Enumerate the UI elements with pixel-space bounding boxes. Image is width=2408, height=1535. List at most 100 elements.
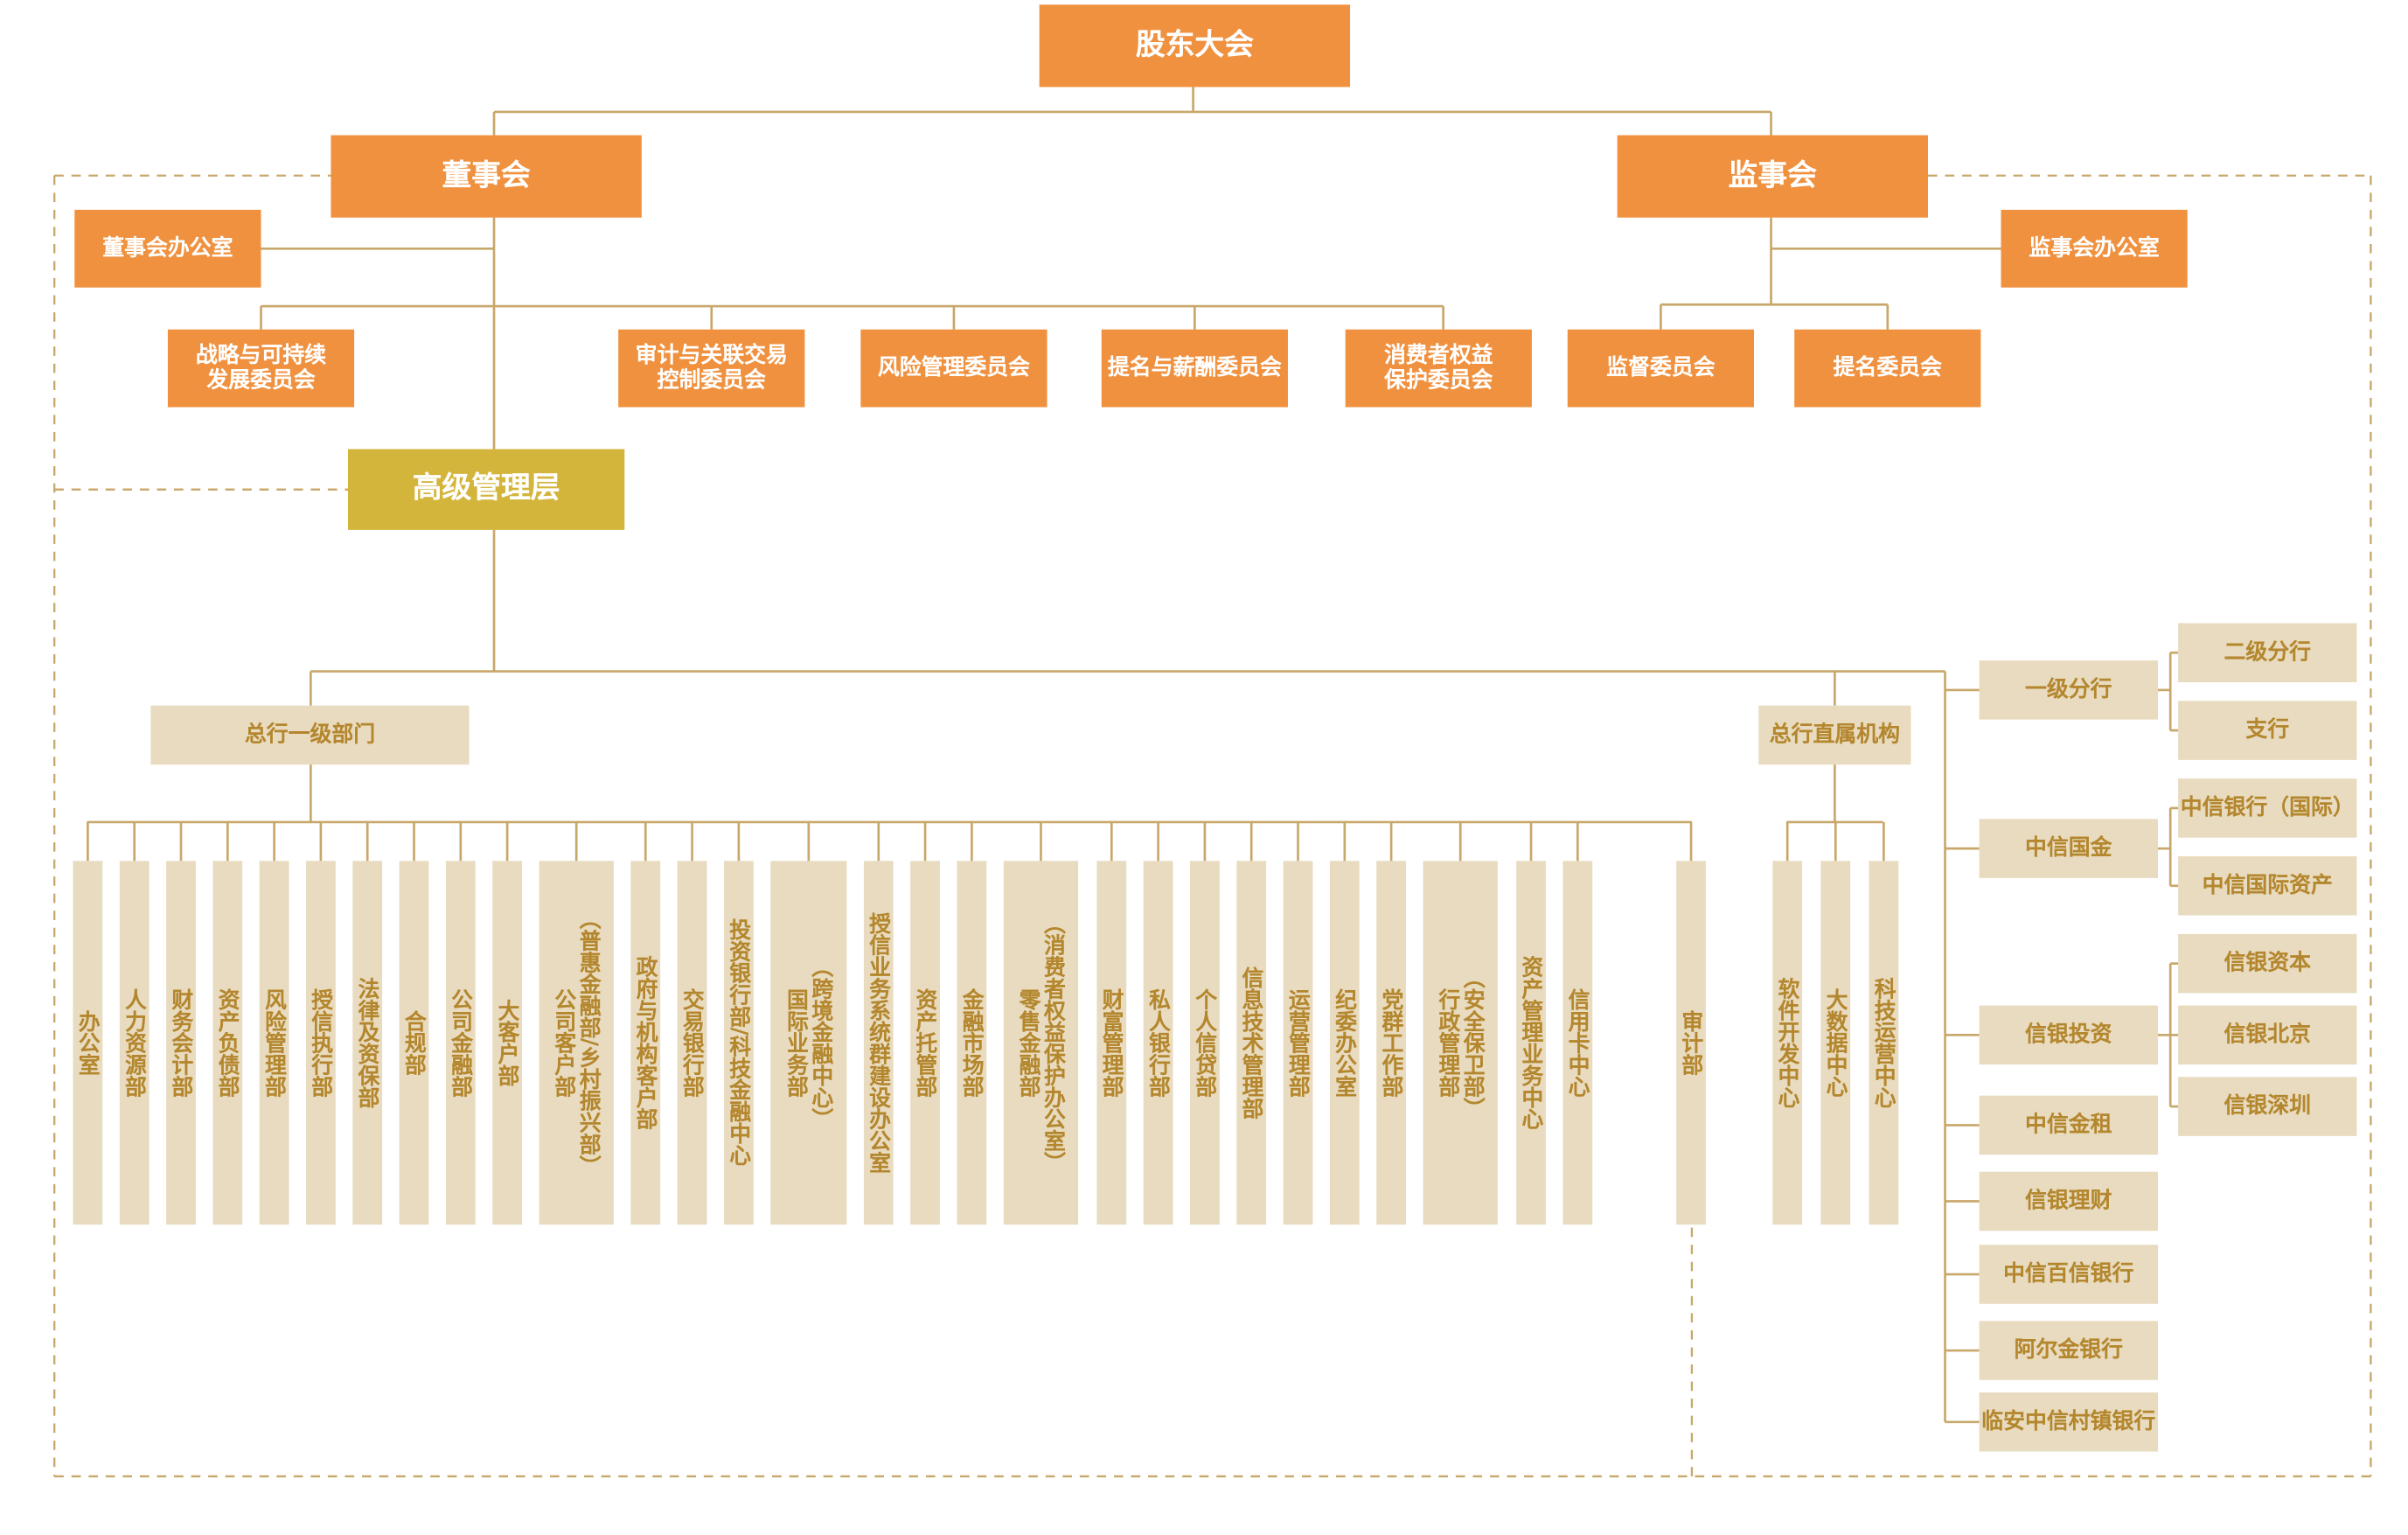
- department-name: 政府与机构客户部: [633, 955, 658, 1130]
- department-name: 公司客户部: [551, 988, 577, 1098]
- board-committee-box: 消费者权益 保护委员会: [1345, 329, 1532, 408]
- department-name: 交易银行部: [679, 988, 705, 1098]
- senior-management-box: 高级管理层: [348, 449, 625, 530]
- department-name: 公司金融部: [448, 988, 474, 1098]
- department-column: 私人银行部: [1143, 861, 1173, 1225]
- department-column: 纪委办公室: [1329, 861, 1360, 1225]
- department-note: （安全保卫部）: [1460, 966, 1486, 1120]
- board-committee-box: 提名与薪酬委员会: [1101, 329, 1288, 408]
- department-name: 法律及资保部: [354, 977, 380, 1108]
- department-column: 交易银行部: [677, 861, 707, 1225]
- department-note: （普惠金融部/乡村振兴部）: [576, 908, 602, 1178]
- department-name: 资产管理业务中心: [1518, 955, 1544, 1130]
- board-of-supervisors-box: 监事会: [1617, 135, 1929, 218]
- sub-unit-box: 信银资本: [2178, 933, 2357, 994]
- tech-center-column: 大数据中心: [1820, 861, 1851, 1225]
- department-name: 党群工作部: [1378, 988, 1404, 1098]
- department-name: 合规部: [401, 1009, 427, 1076]
- department-column: 党群工作部: [1376, 861, 1407, 1225]
- board-of-directors-box: 董事会: [331, 135, 642, 218]
- subsidiary-box: 临安中信村镇银行: [1979, 1392, 2158, 1452]
- department-column: 资产负债部: [212, 861, 243, 1225]
- sub-unit-box: 中信银行（国际）: [2178, 778, 2357, 838]
- department-name: 财富管理部: [1099, 988, 1124, 1098]
- subsidiary-box: 中信金租: [1979, 1095, 2158, 1155]
- sub-unit-box: 二级分行: [2178, 623, 2357, 683]
- department-name: 财务会计部: [168, 988, 194, 1098]
- supervisor-committee-box: 监督委员会: [1567, 329, 1755, 408]
- department-name: 办公室: [75, 1009, 101, 1076]
- department-column: 大客户部: [492, 861, 523, 1225]
- board-committee-box: 风险管理委员会: [860, 329, 1047, 408]
- tech-center-column: 软件开发中心: [1772, 861, 1803, 1225]
- department-column: 人力资源部: [119, 861, 150, 1225]
- tech-center-name: 大数据中心: [1823, 988, 1848, 1098]
- board-office-box: 董事会办公室: [74, 209, 261, 288]
- department-name: 授信执行部: [308, 988, 334, 1098]
- head-office-departments-box: 总行一级部门: [150, 705, 470, 765]
- department-column: 办公室: [73, 861, 103, 1225]
- department-name: 投资银行部/科技金融中心: [726, 918, 752, 1167]
- department-column: 授信业务系统群建设办公室: [863, 861, 894, 1225]
- department-name: 信息技术管理部: [1238, 966, 1264, 1120]
- supervisor-committee-box: 提名委员会: [1794, 329, 1981, 408]
- department-note: （消费者权益保护办公室）: [1040, 911, 1066, 1174]
- department-column: 零售金融部 （消费者权益保护办公室）: [1003, 861, 1079, 1225]
- tech-center-name: 软件开发中心: [1774, 977, 1800, 1108]
- department-name: 资产负债部: [215, 988, 240, 1098]
- department-column: 审计部: [1676, 861, 1706, 1225]
- sub-unit-box: 中信国际资产: [2178, 856, 2357, 916]
- department-column: 法律及资保部: [352, 861, 383, 1225]
- shareholders-meeting-box: 股东大会: [1039, 4, 1351, 87]
- department-column: 政府与机构客户部: [630, 861, 661, 1225]
- subsidiary-box: 中信百信银行: [1979, 1245, 2158, 1304]
- department-column: 资产管理业务中心: [1516, 861, 1546, 1225]
- department-column: 国际业务部 （跨境金融中心）: [770, 861, 847, 1225]
- supervisors-office-box: 监事会办公室: [2001, 209, 2188, 288]
- subsidiary-box: 信银投资: [1979, 1005, 2158, 1065]
- department-note: （跨境金融中心）: [808, 955, 834, 1130]
- subsidiary-box: 信银理财: [1979, 1171, 2158, 1231]
- sub-unit-box: 信银北京: [2178, 1005, 2357, 1065]
- department-name: 大客户部: [494, 999, 520, 1086]
- department-column: 资产托管部: [910, 861, 940, 1225]
- department-name: 授信业务系统群建设办公室: [866, 911, 891, 1174]
- department-name: 信用卡中心: [1565, 988, 1590, 1098]
- department-column: 行政管理部 （安全保卫部）: [1423, 861, 1498, 1225]
- subsidiary-box: 一级分行: [1979, 660, 2158, 720]
- department-name: 私人银行部: [1145, 988, 1171, 1098]
- department-name: 资产托管部: [912, 988, 938, 1098]
- department-column: 投资银行部/科技金融中心: [723, 861, 754, 1225]
- subsidiary-box: 中信国金: [1979, 819, 2158, 878]
- department-column: 个人信贷部: [1190, 861, 1220, 1225]
- tech-center-column: 科技运营中心: [1869, 861, 1899, 1225]
- subsidiary-box: 阿尔金银行: [1979, 1321, 2158, 1380]
- department-column: 信息技术管理部: [1236, 861, 1267, 1225]
- department-name: 风险管理部: [261, 988, 287, 1098]
- department-column: 运营管理部: [1283, 861, 1313, 1225]
- department-column: 公司金融部: [445, 861, 476, 1225]
- direct-units-box: 总行直属机构: [1758, 705, 1911, 765]
- department-name: 金融市场部: [959, 988, 985, 1098]
- sub-unit-box: 信银深圳: [2178, 1077, 2357, 1136]
- department-column: 风险管理部: [259, 861, 289, 1225]
- department-column: 财务会计部: [166, 861, 196, 1225]
- department-column: 金融市场部: [957, 861, 987, 1225]
- department-name: 行政管理部: [1435, 988, 1461, 1098]
- tech-center-name: 科技运营中心: [1871, 977, 1896, 1108]
- board-committee-box: 战略与可持续 发展委员会: [167, 329, 355, 408]
- department-name: 纪委办公室: [1332, 988, 1358, 1098]
- department-name: 国际业务部: [783, 988, 809, 1098]
- department-name: 零售金融部: [1016, 988, 1041, 1098]
- board-committee-box: 审计与关联交易 控制委员会: [618, 329, 805, 408]
- department-name: 运营管理部: [1285, 988, 1311, 1098]
- department-name: 审计部: [1678, 1009, 1704, 1076]
- department-name: 人力资源部: [122, 988, 147, 1098]
- department-column: 合规部: [399, 861, 429, 1225]
- department-column: 授信执行部: [306, 861, 336, 1225]
- department-name: 个人信贷部: [1192, 988, 1218, 1098]
- sub-unit-box: 支行: [2178, 701, 2357, 760]
- department-column: 财富管理部: [1096, 861, 1127, 1225]
